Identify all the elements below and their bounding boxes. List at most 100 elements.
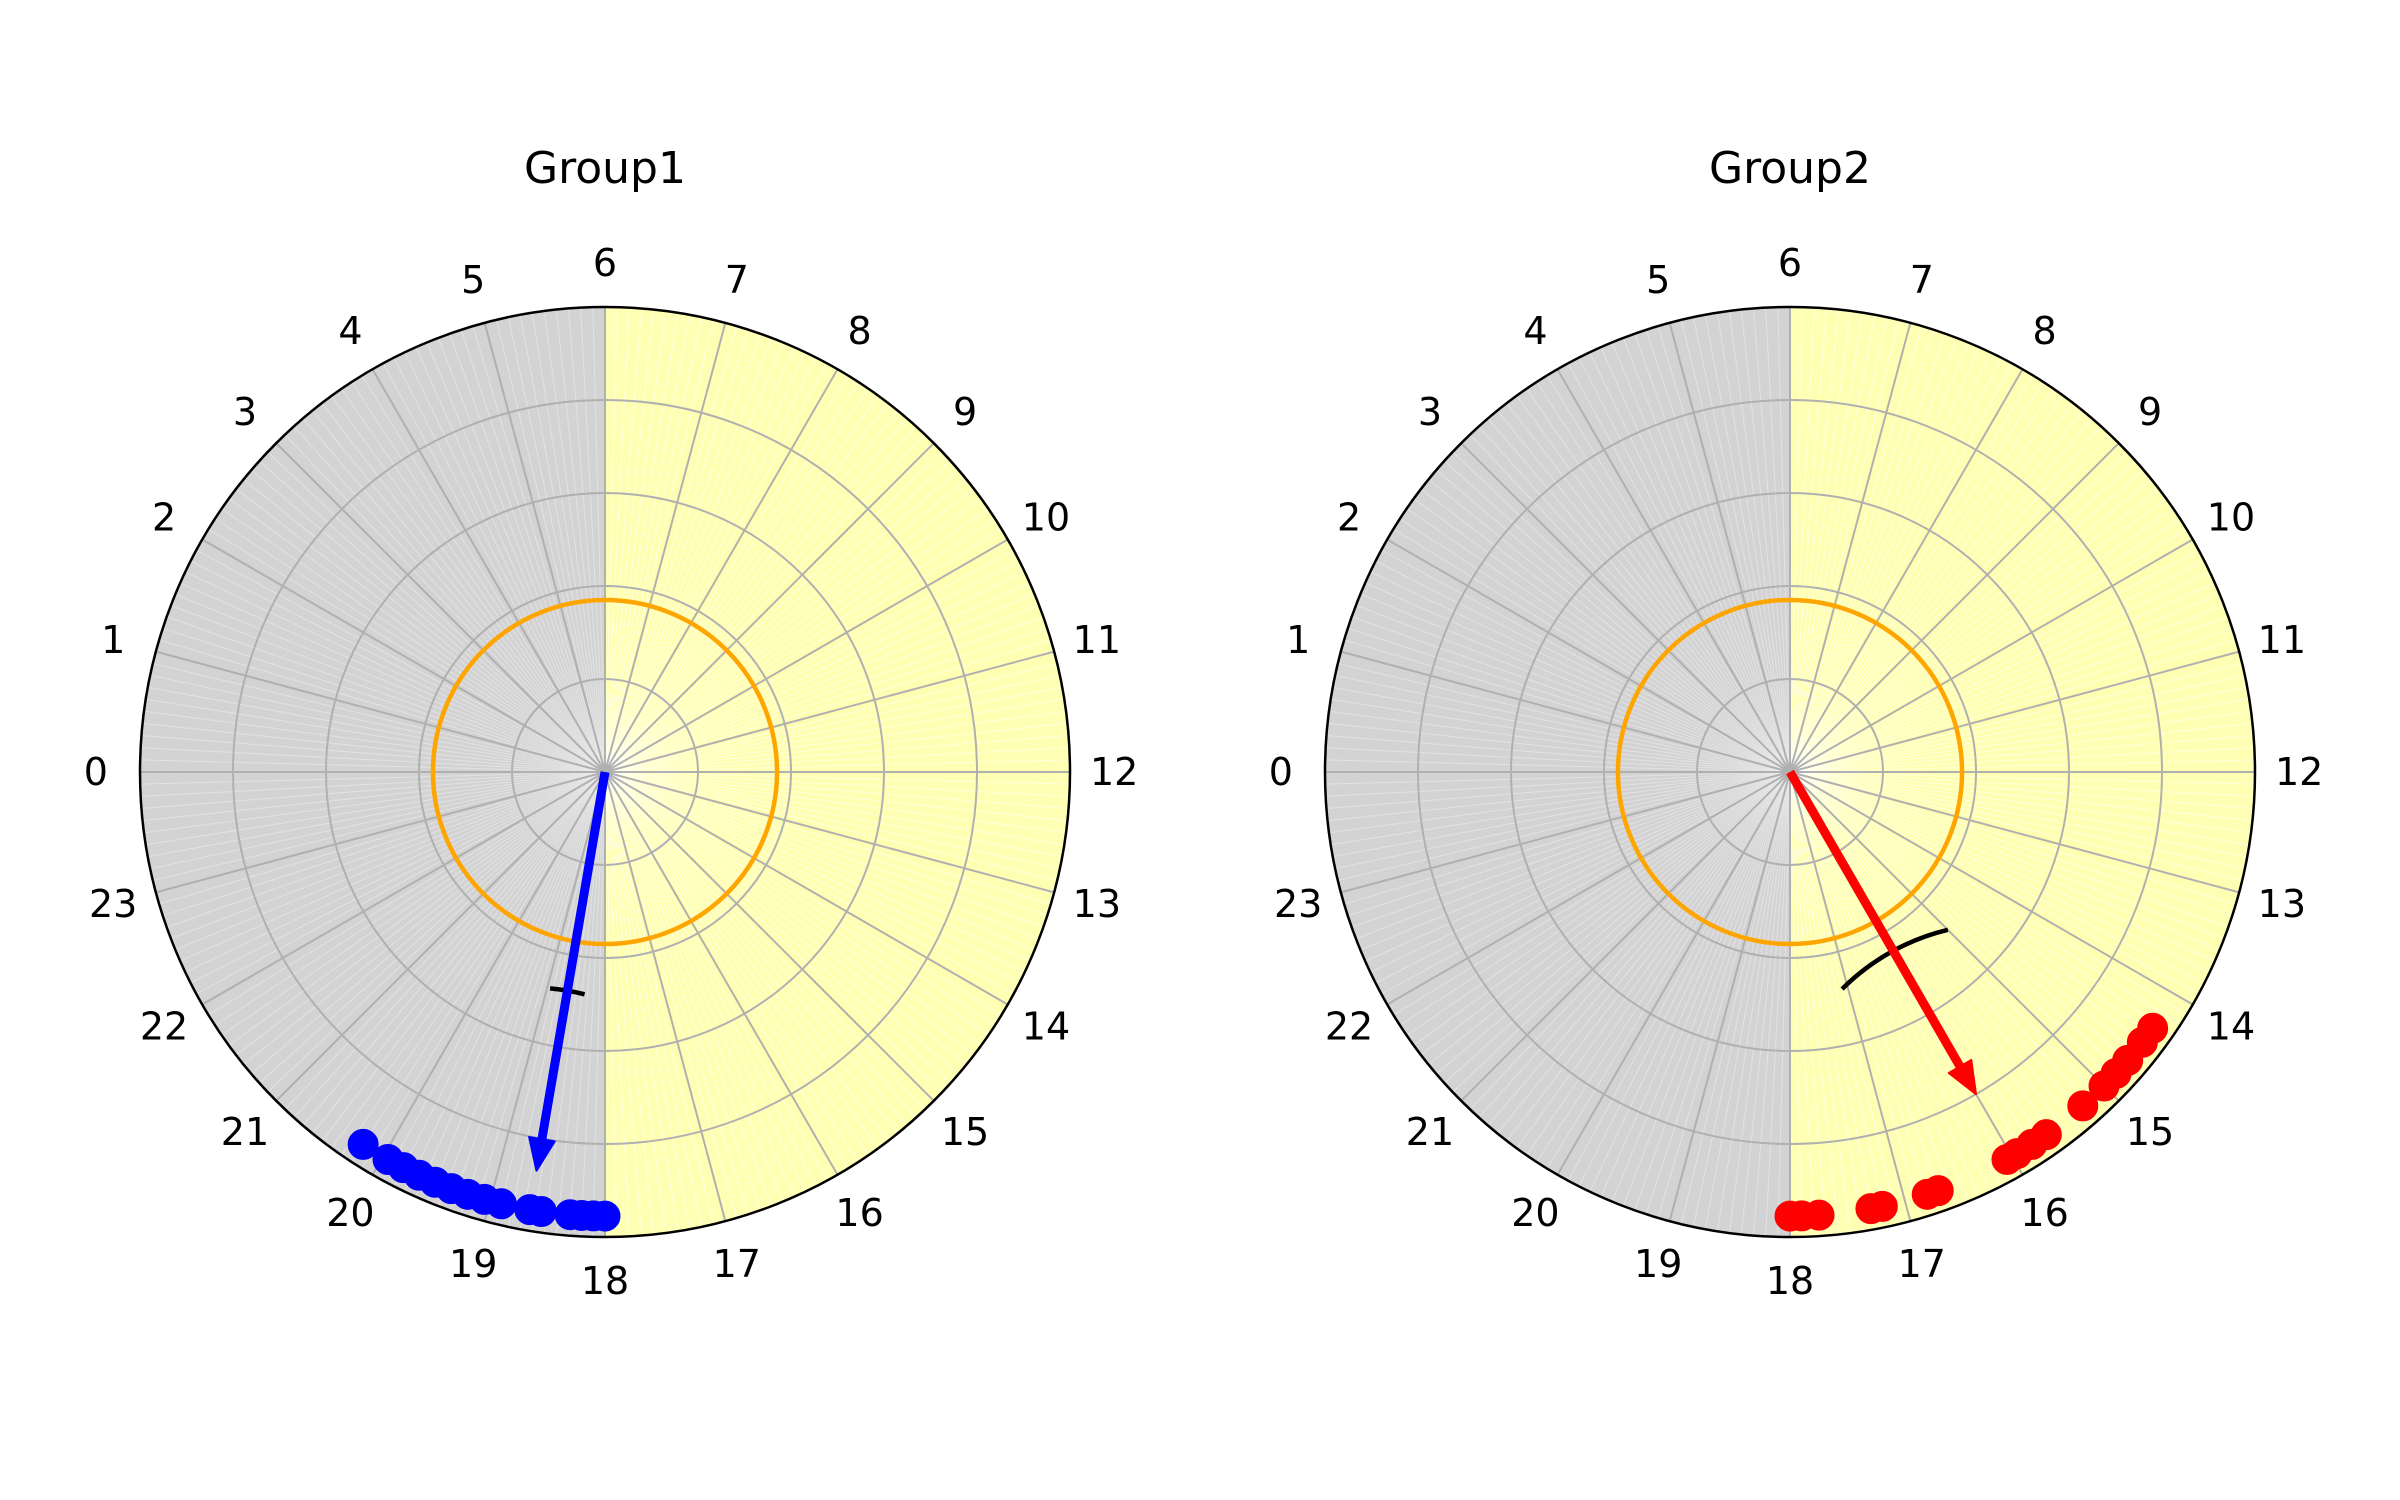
hour-grid-line (155, 771, 606, 894)
fine-spoke (604, 310, 667, 773)
hour-grid-line (275, 771, 606, 1102)
fine-spoke (1789, 310, 1852, 773)
fine-spoke (1478, 771, 1791, 1118)
fine-spoke (1789, 549, 2199, 773)
fine-spoke (604, 771, 975, 1056)
fine-spoke (1351, 616, 1791, 773)
fine-spoke (152, 662, 606, 773)
fine-spoke (1634, 771, 1791, 1211)
fine-spoke (1789, 771, 2128, 1093)
hour-tick-label: 23 (1274, 882, 1322, 926)
fine-spoke (142, 771, 606, 822)
hour-grid-line (604, 368, 839, 773)
fine-spoke (1789, 771, 2152, 1066)
fine-spoke (1351, 771, 1791, 928)
fine-spoke (604, 771, 761, 1211)
fine-spoke (162, 771, 606, 917)
fine-spoke (1789, 771, 2174, 1036)
fine-spoke (604, 771, 679, 1232)
fine-spoke (143, 771, 606, 834)
fine-spoke (141, 735, 606, 773)
fine-spoke (1327, 771, 1791, 822)
fine-spoke (1789, 771, 2144, 1075)
fine-spoke (1789, 346, 1980, 773)
fine-spoke (1789, 771, 2236, 905)
fine-spoke (1657, 326, 1791, 773)
fine-spoke (235, 488, 606, 773)
fine-spoke (495, 771, 606, 1225)
fine-spoke (147, 686, 606, 773)
hour-grid-line (483, 322, 606, 773)
fine-spoke (140, 759, 606, 773)
fine-spoke (1789, 771, 1900, 1225)
fine-spoke (1789, 508, 2174, 773)
fine-spoke (1789, 771, 2205, 984)
fine-spoke (531, 312, 606, 773)
hour-tick-label: 14 (1022, 1005, 1070, 1049)
fine-spoke (1335, 771, 1791, 870)
fine-spoke (1332, 686, 1791, 773)
fine-spoke (393, 357, 606, 773)
fine-spoke (1347, 771, 1791, 917)
fine-spoke (604, 771, 1048, 917)
hour-grid-line (1340, 650, 1791, 773)
hour-grid-line (604, 442, 935, 773)
fine-spoke (159, 771, 606, 905)
fine-spoke (604, 307, 630, 773)
fine-spoke (311, 410, 606, 773)
fine-spoke (1335, 674, 1791, 773)
fine-spoke (166, 771, 606, 928)
hour-grid-line (1789, 650, 2240, 773)
fine-spoke (1777, 307, 1791, 773)
fine-spoke (604, 771, 655, 1235)
fine-spoke (604, 771, 1070, 797)
fine-spoke (1328, 710, 1791, 773)
fine-spoke (185, 571, 606, 773)
hour-tick-label: 22 (1325, 1005, 1373, 1049)
fine-spoke (179, 771, 606, 962)
fine-spoke (1789, 571, 2210, 773)
fine-spoke (1496, 410, 1791, 773)
fine-spoke (140, 771, 606, 785)
fine-spoke (604, 771, 817, 1187)
fine-spoke (604, 478, 967, 773)
fine-spoke (331, 771, 606, 1149)
fine-spoke (1600, 771, 1791, 1198)
fine-spoke (1789, 451, 2128, 773)
fine-spoke (1789, 771, 2167, 1046)
hour-tick-label: 20 (326, 1191, 374, 1235)
hour-tick-label: 18 (1766, 1259, 1814, 1303)
fine-spoke (228, 498, 606, 773)
fine-spoke (604, 771, 806, 1192)
fine-spoke (293, 426, 606, 773)
fine-spoke (1789, 771, 1935, 1215)
fine-spoke (1330, 771, 1791, 846)
fine-spoke (1789, 686, 2248, 773)
data-point (514, 1194, 546, 1226)
fine-spoke (604, 771, 1051, 905)
fine-spoke (228, 771, 606, 1046)
fine-spoke (604, 771, 1040, 940)
fine-spoke (1789, 375, 2034, 773)
fine-spoke (1789, 771, 1803, 1237)
fine-spoke (221, 771, 606, 1036)
fine-spoke (150, 674, 606, 773)
fine-spoke (1789, 771, 2111, 1110)
fine-spoke (1789, 771, 2084, 1134)
hour-tick-label: 3 (233, 390, 257, 434)
data-point (554, 1199, 586, 1231)
fine-spoke (259, 771, 606, 1084)
fine-spoke (1740, 309, 1791, 773)
hour-grid-line (1386, 538, 1791, 773)
fine-spoke (604, 698, 1065, 773)
fine-spoke (361, 375, 606, 773)
fine-spoke (1753, 308, 1791, 773)
data-point (372, 1143, 404, 1175)
fine-spoke (1728, 771, 1791, 1234)
fine-spoke (604, 434, 926, 773)
fine-spoke (604, 627, 1048, 773)
hour-grid-line (1789, 368, 2024, 773)
fine-spoke (604, 528, 1002, 773)
fine-spoke (1506, 771, 1791, 1142)
fine-spoke (604, 771, 1014, 995)
